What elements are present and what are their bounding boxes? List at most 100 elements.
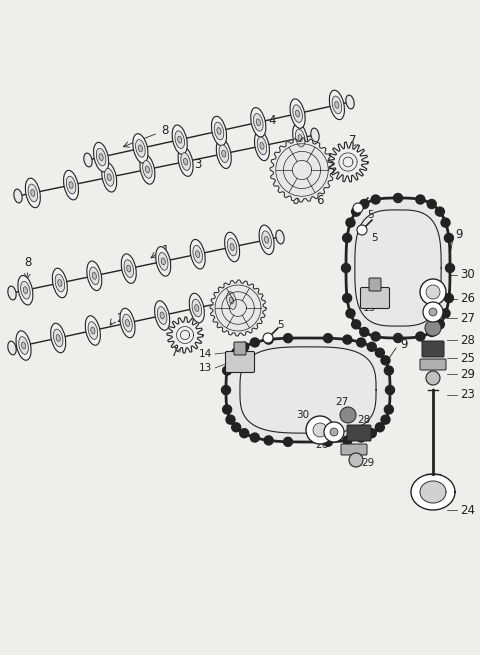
Circle shape <box>346 309 355 318</box>
Circle shape <box>226 356 235 365</box>
Text: 14: 14 <box>363 290 376 300</box>
Circle shape <box>352 207 360 216</box>
Ellipse shape <box>52 269 67 298</box>
Ellipse shape <box>87 261 102 291</box>
Circle shape <box>357 338 366 347</box>
Text: 8: 8 <box>161 124 168 136</box>
Circle shape <box>221 386 230 394</box>
Ellipse shape <box>260 142 264 149</box>
Ellipse shape <box>239 291 247 305</box>
Circle shape <box>420 279 446 305</box>
Text: 7: 7 <box>171 346 179 360</box>
Circle shape <box>385 386 395 394</box>
Ellipse shape <box>88 322 97 339</box>
Circle shape <box>349 453 363 467</box>
Text: 27: 27 <box>336 397 348 407</box>
Ellipse shape <box>214 122 224 140</box>
Ellipse shape <box>257 137 267 155</box>
Ellipse shape <box>160 312 164 319</box>
Ellipse shape <box>256 119 260 126</box>
Text: 29: 29 <box>460 367 475 381</box>
Text: 27: 27 <box>460 312 475 324</box>
Circle shape <box>313 423 327 437</box>
Text: 9: 9 <box>455 229 463 242</box>
Ellipse shape <box>123 314 132 332</box>
Polygon shape <box>167 317 203 353</box>
Polygon shape <box>226 338 390 442</box>
Text: 5: 5 <box>371 233 377 243</box>
Ellipse shape <box>155 301 170 330</box>
Circle shape <box>306 416 334 444</box>
Circle shape <box>394 333 403 343</box>
Circle shape <box>381 415 390 424</box>
Circle shape <box>360 328 369 337</box>
Polygon shape <box>411 474 455 510</box>
Ellipse shape <box>156 247 171 276</box>
Circle shape <box>264 436 273 445</box>
FancyBboxPatch shape <box>369 278 381 291</box>
Ellipse shape <box>133 134 148 163</box>
Ellipse shape <box>178 147 193 176</box>
Ellipse shape <box>121 254 136 284</box>
Ellipse shape <box>192 299 202 317</box>
Ellipse shape <box>196 251 200 257</box>
Circle shape <box>371 332 380 341</box>
Ellipse shape <box>229 297 234 304</box>
Circle shape <box>423 302 443 322</box>
Ellipse shape <box>230 244 234 250</box>
Ellipse shape <box>295 129 305 147</box>
Ellipse shape <box>140 155 155 184</box>
Ellipse shape <box>329 90 345 120</box>
Circle shape <box>444 293 454 303</box>
Ellipse shape <box>90 267 99 285</box>
Ellipse shape <box>193 246 203 263</box>
Circle shape <box>340 407 356 423</box>
Circle shape <box>445 263 455 272</box>
Ellipse shape <box>225 233 240 262</box>
Circle shape <box>343 233 352 242</box>
Ellipse shape <box>175 131 184 149</box>
Circle shape <box>226 415 235 424</box>
Ellipse shape <box>254 131 269 160</box>
Ellipse shape <box>28 184 37 202</box>
Ellipse shape <box>25 178 40 208</box>
Ellipse shape <box>63 170 79 200</box>
Ellipse shape <box>253 113 263 131</box>
Ellipse shape <box>92 272 96 279</box>
Circle shape <box>444 233 454 242</box>
Circle shape <box>284 438 292 446</box>
Ellipse shape <box>51 324 66 353</box>
Ellipse shape <box>172 125 187 155</box>
Ellipse shape <box>183 158 188 165</box>
Circle shape <box>324 438 333 446</box>
Circle shape <box>352 320 360 329</box>
Ellipse shape <box>94 142 108 172</box>
Circle shape <box>435 207 444 216</box>
Ellipse shape <box>290 99 305 128</box>
Ellipse shape <box>293 105 302 122</box>
Ellipse shape <box>66 176 76 194</box>
Circle shape <box>426 371 440 385</box>
Text: 25: 25 <box>348 445 361 455</box>
Ellipse shape <box>335 102 339 108</box>
FancyBboxPatch shape <box>341 444 367 455</box>
Circle shape <box>429 308 437 316</box>
FancyBboxPatch shape <box>422 341 444 357</box>
Circle shape <box>416 195 425 204</box>
Text: 24: 24 <box>460 504 475 517</box>
Ellipse shape <box>222 150 226 157</box>
FancyBboxPatch shape <box>226 352 254 373</box>
Ellipse shape <box>135 140 145 157</box>
Circle shape <box>346 218 355 227</box>
Circle shape <box>353 203 363 213</box>
Circle shape <box>251 338 259 347</box>
FancyBboxPatch shape <box>234 342 246 355</box>
Circle shape <box>435 320 444 329</box>
Ellipse shape <box>127 265 131 272</box>
Ellipse shape <box>311 128 319 142</box>
Ellipse shape <box>69 181 73 189</box>
Ellipse shape <box>105 168 114 186</box>
Circle shape <box>367 428 376 438</box>
Ellipse shape <box>195 305 199 311</box>
Circle shape <box>367 343 376 351</box>
